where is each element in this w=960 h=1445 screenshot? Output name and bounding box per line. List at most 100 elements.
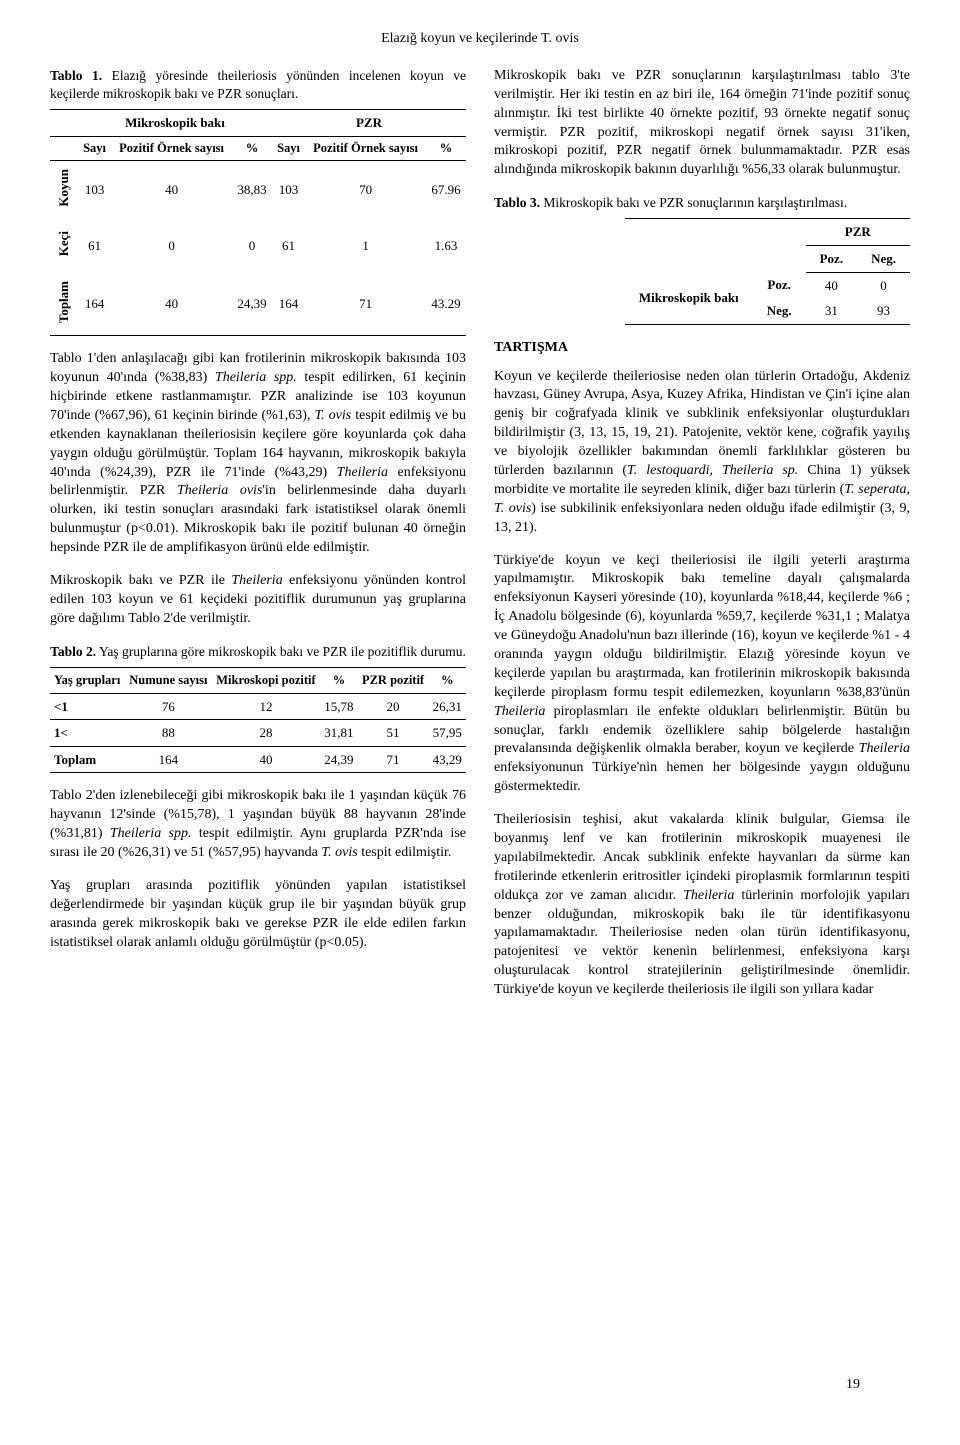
text: Koyun ve keçilerde theileriosise neden o… [494, 369, 910, 478]
table1-col-pozitif-1: Pozitif Örnek sayısı [111, 136, 232, 160]
text: piroplasmları ile enfekte oldukları beli… [494, 704, 910, 757]
table1-caption-text: Elazığ yöresinde theileriosis yönünden i… [50, 68, 466, 101]
cell: <1 [50, 693, 125, 720]
table2-col-0: Yaş grupları [50, 667, 125, 693]
table-row: Toplam 164 40 24,39 71 43,29 [50, 746, 466, 773]
cell: 70 [305, 160, 426, 219]
table2-col-4: PZR pozitif [358, 667, 429, 693]
paragraph: Türkiye'de koyun ve keçi theileriosisi i… [494, 552, 910, 798]
cell: 43,29 [428, 746, 466, 773]
table1-caption: Tablo 1. Elazığ yöresinde theileriosis y… [50, 67, 466, 103]
cell: 43.29 [426, 273, 466, 336]
cell: 61 [272, 219, 305, 273]
table2-caption-text: Yaş gruplarına göre mikroskopik bakı ve … [96, 644, 466, 659]
table1-col-sayi-2: Sayı [272, 136, 305, 160]
table1-col-pct-2: % [426, 136, 466, 160]
table-row: Mikroskopik bakı Poz. 40 0 [625, 272, 910, 298]
cell: 40 [212, 746, 320, 773]
text: ) ise subkilinik enfeksiyonlara neden ol… [494, 501, 910, 535]
table-row: Keçi 61 0 0 61 1 1.63 [50, 219, 466, 273]
cell: 20 [358, 693, 429, 720]
text: türlerinin morfolojik yapıları benzer ol… [494, 888, 910, 997]
paragraph: Mikroskopik bakı ve PZR ile Theileria en… [50, 572, 466, 629]
table2-col-2: Mikroskopi pozitif [212, 667, 320, 693]
text-italic: Theileria [859, 741, 910, 756]
cell: 1< [50, 720, 125, 747]
table1: Mikroskopik bakı PZR Sayı Pozitif Örnek … [50, 109, 466, 336]
table3-caption: Tablo 3. Mikroskopik bakı ve PZR sonuçla… [494, 194, 910, 212]
cell: 71 [358, 746, 429, 773]
table1-label: Tablo 1. [50, 68, 102, 83]
text-italic: Theileria [231, 573, 282, 588]
table3-neg-header: Neg. [857, 246, 910, 273]
cell: 0 [111, 219, 232, 273]
cell: 103 [272, 160, 305, 219]
cell: 40 [111, 160, 232, 219]
text-italic: Theileria [337, 465, 388, 480]
table1-group-mikroskopik: Mikroskopik bakı [78, 110, 272, 137]
table3-caption-text: Mikroskopik bakı ve PZR sonuçlarının kar… [540, 195, 847, 210]
cell: 164 [78, 273, 111, 336]
cell: Toplam [50, 746, 125, 773]
text: Mikroskopik bakı ve PZR ile [50, 573, 231, 588]
table3-row-poz: Poz. [753, 272, 806, 298]
cell: 38,83 [232, 160, 272, 219]
cell: 0 [857, 272, 910, 298]
text-italic: Theileria ovis [177, 483, 262, 498]
cell: 51 [358, 720, 429, 747]
cell: 103 [78, 160, 111, 219]
cell: 1.63 [426, 219, 466, 273]
cell: 71 [305, 273, 426, 336]
table-row: Toplam 164 40 24,39 164 71 43.29 [50, 273, 466, 336]
table3-poz-header: Poz. [806, 246, 857, 273]
paragraph: Theileriosisin teşhisi, akut vakalarda k… [494, 811, 910, 1000]
cell: 164 [125, 746, 212, 773]
right-column: Mikroskopik bakı ve PZR sonuçlarının kar… [494, 67, 910, 1014]
row-label-toplam: Toplam [55, 281, 73, 323]
cell: 12 [212, 693, 320, 720]
table1-col-pozitif-2: Pozitif Örnek sayısı [305, 136, 426, 160]
text-italic: T. ovis [314, 408, 351, 423]
table1-col-pct-1: % [232, 136, 272, 160]
table2-label: Tablo 2. [50, 644, 96, 659]
cell: 31 [806, 298, 857, 324]
text-italic: Theileria [683, 888, 734, 903]
cell: 57,95 [428, 720, 466, 747]
table1-group-pzr: PZR [272, 110, 466, 137]
paragraph: Mikroskopik bakı ve PZR sonuçlarının kar… [494, 67, 910, 180]
cell: 28 [212, 720, 320, 747]
paragraph: Tablo 2'den izlenebileceği gibi mikrosko… [50, 787, 466, 863]
cell: 67.96 [426, 160, 466, 219]
table2-col-5: % [428, 667, 466, 693]
table3-row-label: Mikroskopik bakı [625, 272, 753, 324]
cell: 24,39 [232, 273, 272, 336]
table3-row-neg: Neg. [753, 298, 806, 324]
cell: 1 [305, 219, 426, 273]
section-title-tartisma: TARTIŞMA [494, 339, 910, 358]
running-header: Elazığ koyun ve keçilerinde T. ovis [50, 30, 910, 49]
table3-label: Tablo 3. [494, 195, 540, 210]
cell: 88 [125, 720, 212, 747]
table3: PZR Poz. Neg. Mikroskopik bakı Poz. 40 0… [625, 218, 910, 324]
text-italic: T. ovis [321, 845, 357, 860]
text-italic: Theileria spp. [110, 826, 192, 841]
text: enfeksiyonunun Türkiye'nin hemen her böl… [494, 760, 910, 794]
cell: 93 [857, 298, 910, 324]
cell: 40 [111, 273, 232, 336]
text-italic: Theileria [494, 704, 545, 719]
text-italic: T. lestoquardi, Theileria sp. [627, 463, 798, 478]
left-column: Tablo 1. Elazığ yöresinde theileriosis y… [50, 67, 466, 1014]
paragraph: Koyun ve keçilerde theileriosise neden o… [494, 368, 910, 538]
text: Türkiye'de koyun ve keçi theileriosisi i… [494, 553, 910, 700]
table2-col-1: Numune sayısı [125, 667, 212, 693]
cell: 164 [272, 273, 305, 336]
paragraph: Yaş grupları arasında pozitiflik yönünde… [50, 877, 466, 953]
table-row: Koyun 103 40 38,83 103 70 67.96 [50, 160, 466, 219]
cell: 76 [125, 693, 212, 720]
cell: 15,78 [320, 693, 358, 720]
table-row: 1< 88 28 31,81 51 57,95 [50, 720, 466, 747]
cell: 24,39 [320, 746, 358, 773]
table-row: <1 76 12 15,78 20 26,31 [50, 693, 466, 720]
table2-caption: Tablo 2. Yaş gruplarına göre mikroskopik… [50, 643, 466, 661]
table2-col-3: % [320, 667, 358, 693]
